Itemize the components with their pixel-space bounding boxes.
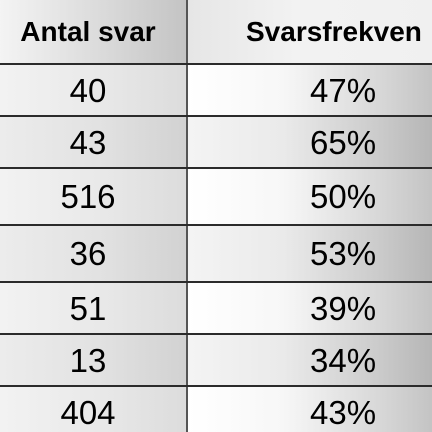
table-row: 40 47% bbox=[0, 65, 432, 117]
table-row: 51 39% bbox=[0, 283, 432, 335]
antal-svar-cell: 516 bbox=[0, 169, 188, 224]
table-row: 516 50% bbox=[0, 169, 432, 226]
header-antal-svar: Antal svar bbox=[0, 0, 188, 63]
svarsfrekvens-cell: 50% bbox=[188, 169, 432, 224]
table-row: 404 43% bbox=[0, 387, 432, 432]
table-row: 13 34% bbox=[0, 335, 432, 387]
header-svarsfrekvens: Svarsfrekven bbox=[188, 0, 432, 63]
svarsfrekvens-cell: 34% bbox=[188, 335, 432, 385]
table-row: 43 65% bbox=[0, 117, 432, 169]
antal-svar-cell: 51 bbox=[0, 283, 188, 333]
svarsfrekvens-cell: 43% bbox=[188, 387, 432, 432]
svarsfrekvens-cell: 53% bbox=[188, 226, 432, 281]
antal-svar-cell: 404 bbox=[0, 387, 188, 432]
svarsfrekvens-cell: 39% bbox=[188, 283, 432, 333]
antal-svar-cell: 13 bbox=[0, 335, 188, 385]
antal-svar-cell: 43 bbox=[0, 117, 188, 167]
table-row: 36 53% bbox=[0, 226, 432, 283]
antal-svar-cell: 40 bbox=[0, 65, 188, 115]
table-header-row: Antal svar Svarsfrekven bbox=[0, 0, 432, 65]
antal-svar-cell: 36 bbox=[0, 226, 188, 281]
svarsfrekvens-cell: 65% bbox=[188, 117, 432, 167]
svarsfrekvens-cell: 47% bbox=[188, 65, 432, 115]
